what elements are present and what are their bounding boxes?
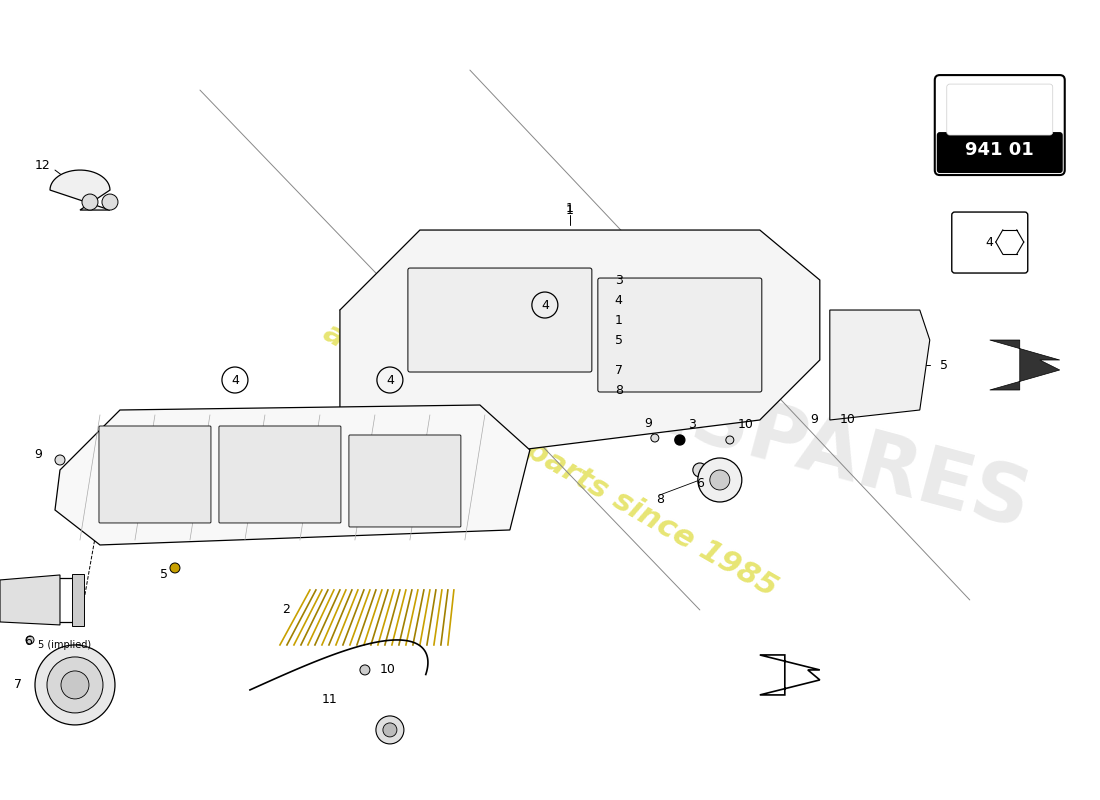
FancyBboxPatch shape bbox=[935, 75, 1065, 175]
Text: 10: 10 bbox=[738, 418, 754, 431]
FancyBboxPatch shape bbox=[947, 84, 1053, 135]
Text: 4: 4 bbox=[386, 374, 394, 386]
Circle shape bbox=[55, 455, 65, 465]
FancyBboxPatch shape bbox=[349, 435, 461, 527]
Circle shape bbox=[360, 665, 370, 675]
FancyBboxPatch shape bbox=[72, 574, 84, 626]
Text: 2: 2 bbox=[282, 603, 290, 617]
Polygon shape bbox=[990, 340, 1059, 390]
Text: 9: 9 bbox=[644, 418, 652, 430]
Circle shape bbox=[383, 723, 397, 737]
Polygon shape bbox=[829, 310, 930, 420]
Text: 11: 11 bbox=[322, 694, 338, 706]
Text: 5 (implied): 5 (implied) bbox=[39, 640, 91, 650]
Text: 5: 5 bbox=[615, 334, 623, 346]
Circle shape bbox=[35, 645, 116, 725]
Polygon shape bbox=[760, 655, 820, 695]
FancyBboxPatch shape bbox=[937, 132, 1063, 173]
Text: 10: 10 bbox=[379, 663, 396, 677]
Circle shape bbox=[710, 470, 729, 490]
Polygon shape bbox=[340, 230, 820, 460]
Polygon shape bbox=[50, 170, 110, 210]
Text: juSPARES: juSPARES bbox=[602, 357, 1038, 543]
Text: 1: 1 bbox=[565, 203, 574, 217]
Text: 941 01: 941 01 bbox=[966, 141, 1034, 159]
Polygon shape bbox=[55, 405, 530, 545]
Text: 5: 5 bbox=[939, 358, 948, 371]
Text: 7: 7 bbox=[14, 678, 22, 691]
Text: 4: 4 bbox=[986, 235, 993, 249]
Text: 7: 7 bbox=[615, 363, 623, 377]
Text: 6: 6 bbox=[696, 478, 704, 490]
Text: 3: 3 bbox=[688, 418, 695, 431]
Text: a passion for parts since 1985: a passion for parts since 1985 bbox=[318, 318, 782, 602]
Circle shape bbox=[102, 194, 118, 210]
Circle shape bbox=[693, 463, 707, 477]
Circle shape bbox=[697, 458, 741, 502]
Text: 5: 5 bbox=[160, 569, 168, 582]
Text: 8: 8 bbox=[656, 494, 663, 506]
Text: 4: 4 bbox=[231, 374, 239, 386]
Text: 8: 8 bbox=[615, 383, 623, 397]
FancyBboxPatch shape bbox=[219, 426, 341, 523]
Circle shape bbox=[60, 671, 89, 699]
Text: 1: 1 bbox=[565, 202, 574, 214]
Text: 9: 9 bbox=[810, 414, 817, 426]
Circle shape bbox=[651, 434, 659, 442]
FancyBboxPatch shape bbox=[952, 212, 1027, 273]
Text: 12: 12 bbox=[34, 158, 50, 171]
Polygon shape bbox=[0, 575, 60, 625]
Text: 10: 10 bbox=[839, 414, 856, 426]
FancyBboxPatch shape bbox=[598, 278, 762, 392]
Circle shape bbox=[82, 194, 98, 210]
Text: 1: 1 bbox=[615, 314, 623, 326]
FancyBboxPatch shape bbox=[408, 268, 592, 372]
Circle shape bbox=[674, 435, 685, 445]
Text: 9: 9 bbox=[34, 449, 42, 462]
FancyBboxPatch shape bbox=[99, 426, 211, 523]
Circle shape bbox=[376, 716, 404, 744]
Circle shape bbox=[170, 563, 180, 573]
Circle shape bbox=[26, 636, 34, 644]
Text: 3: 3 bbox=[615, 274, 623, 286]
Circle shape bbox=[47, 657, 103, 713]
Text: 4: 4 bbox=[615, 294, 623, 306]
Text: 4: 4 bbox=[541, 298, 549, 311]
Text: 6: 6 bbox=[24, 635, 32, 649]
Circle shape bbox=[726, 436, 734, 444]
